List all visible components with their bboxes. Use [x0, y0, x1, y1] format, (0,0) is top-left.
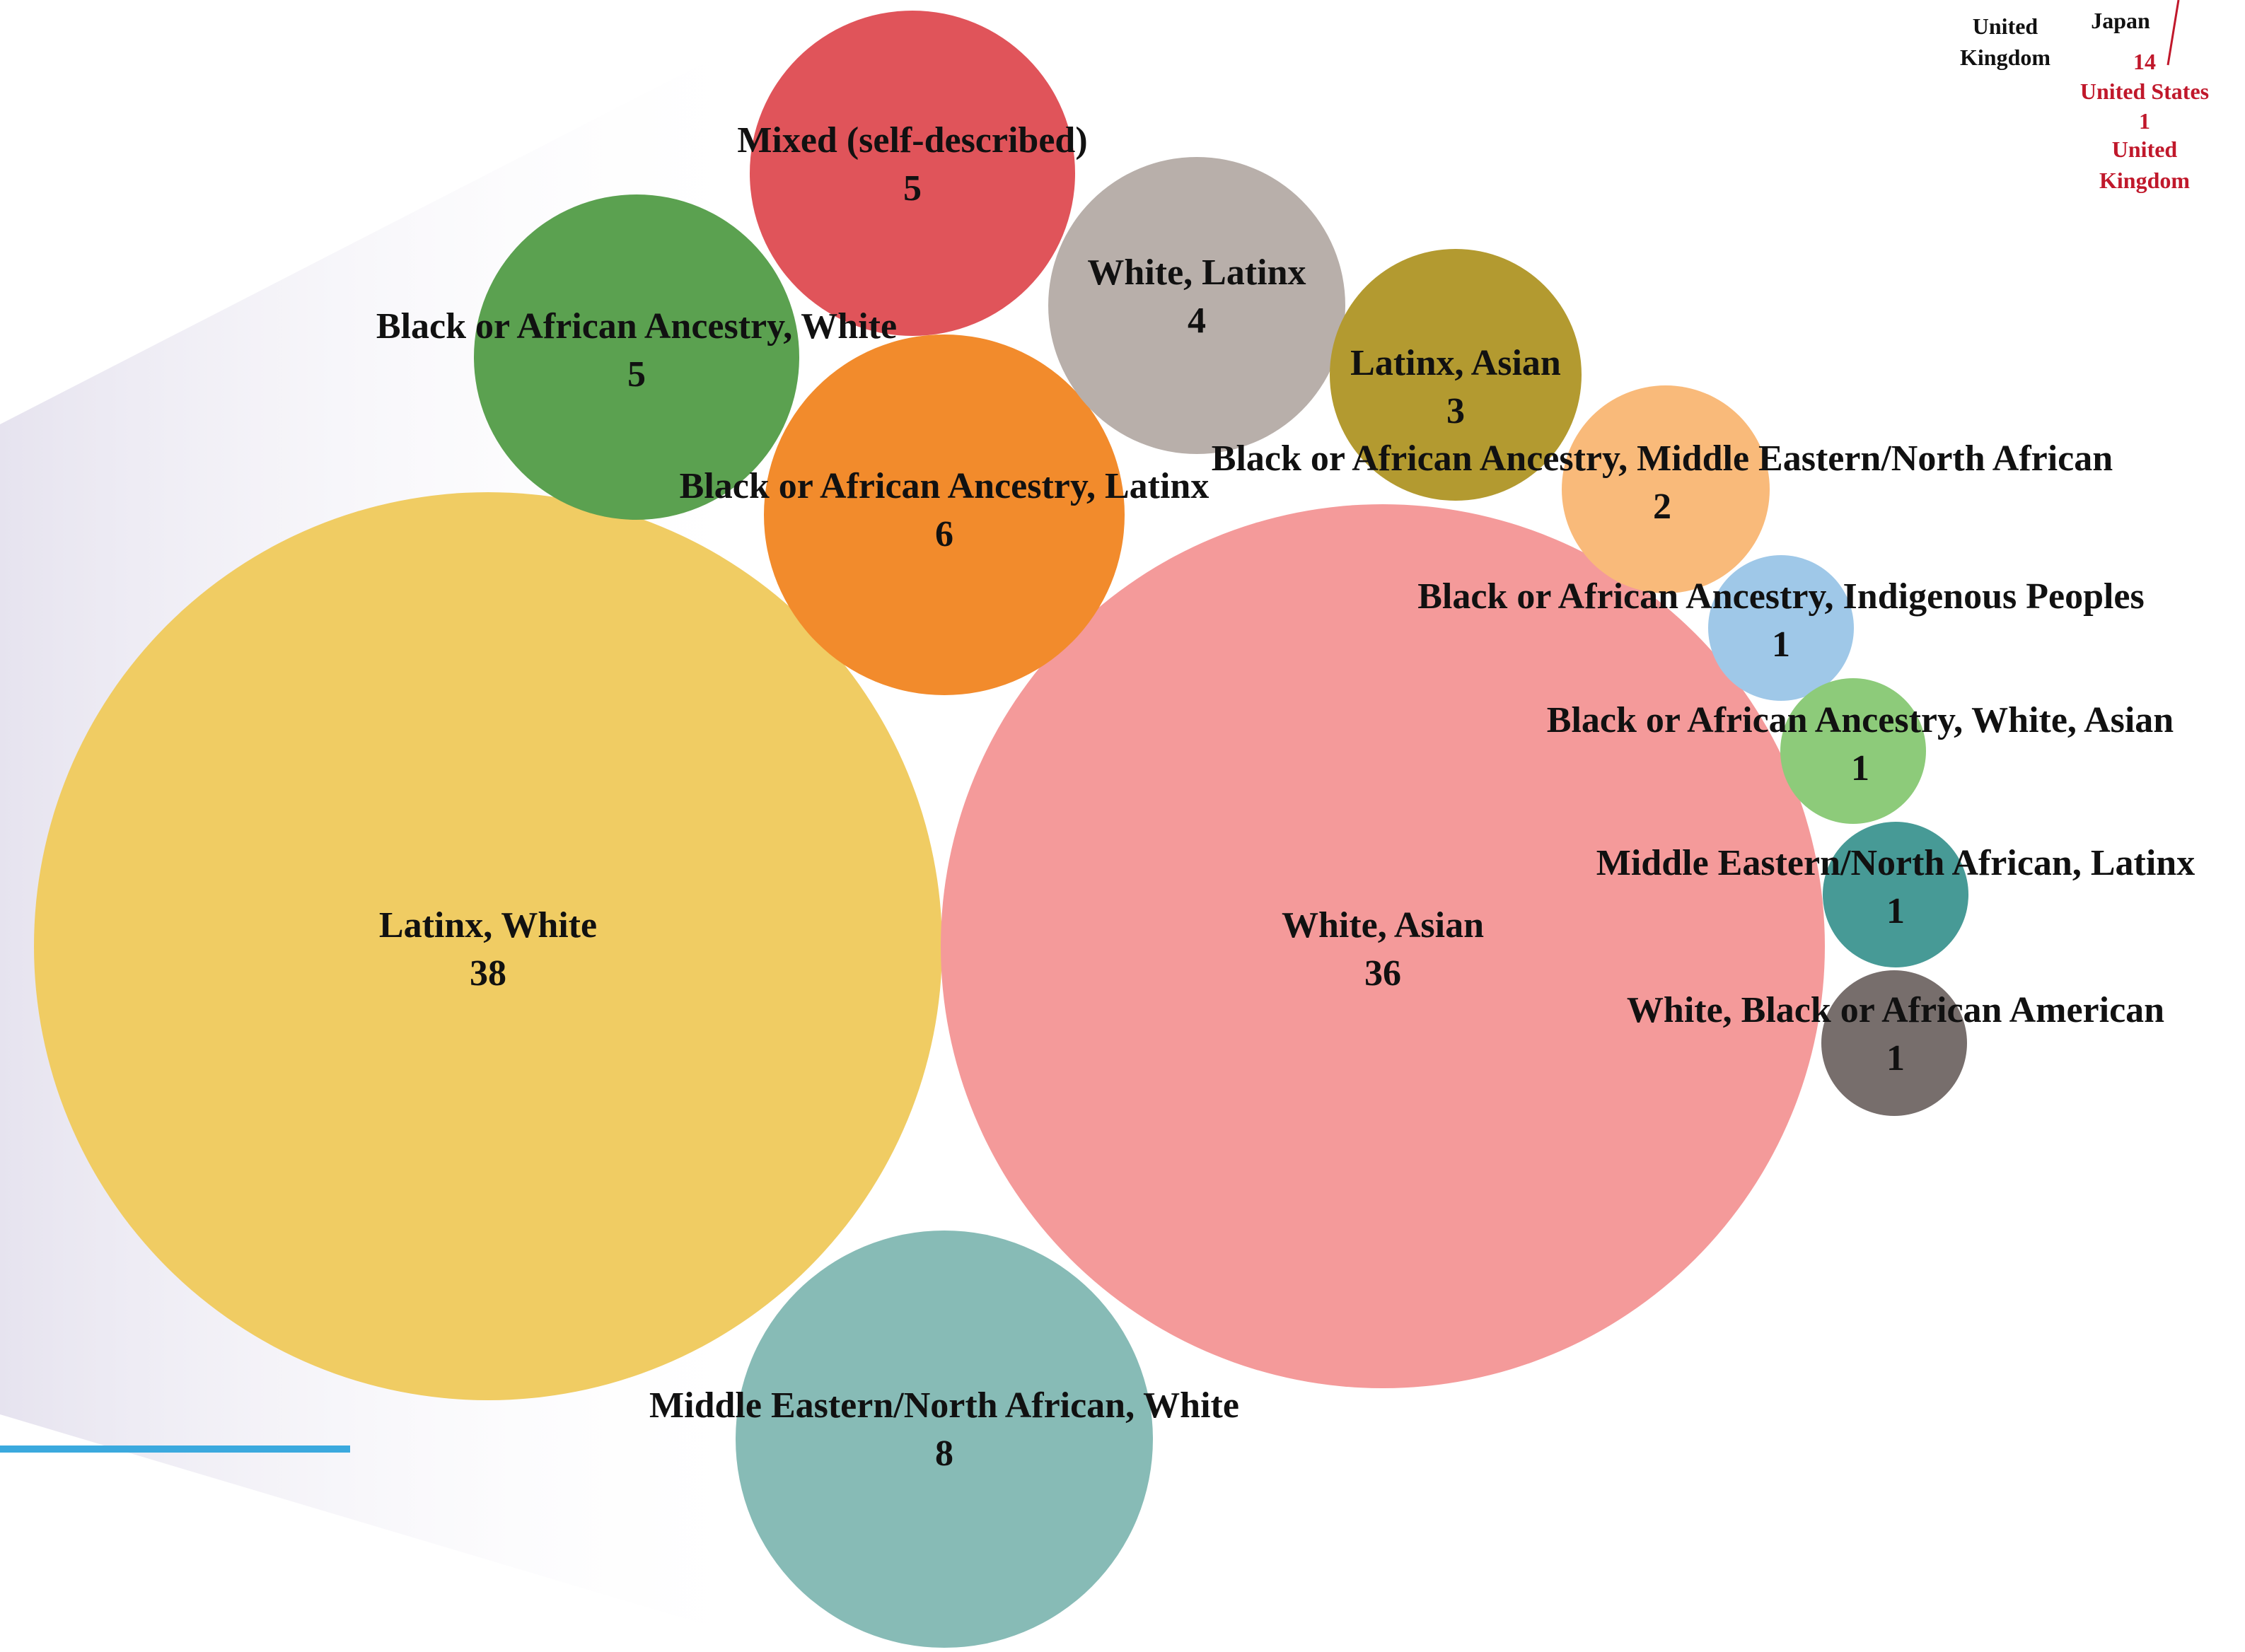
bubble-value-3: 8 — [935, 1433, 953, 1474]
bubble-value-12: 1 — [1886, 891, 1905, 931]
bubble-value-1: 38 — [470, 953, 506, 994]
bubble-value-6: 5 — [627, 354, 646, 395]
bubble-9 — [1562, 385, 1770, 593]
bubble-value-4: 6 — [935, 514, 953, 554]
bubbles-group — [34, 11, 1968, 1648]
bubble-label-12: Middle Eastern/North African, Latinx — [1596, 843, 2195, 883]
corner-red-item-5: Kingdom — [2099, 168, 2190, 193]
bubble-4 — [764, 335, 1125, 695]
bubble-value-5: 5 — [903, 168, 922, 209]
bubble-8 — [1330, 249, 1582, 501]
corner-red-item-3: 1 — [2139, 108, 2150, 134]
bubble-1 — [34, 492, 942, 1400]
bubble-label-8: Latinx, Asian — [1350, 343, 1561, 383]
corner-left-label-line2: Kingdom — [1960, 45, 2050, 70]
bubble-label-3: Middle Eastern/North African, White — [649, 1385, 1239, 1426]
bubble-11 — [1780, 678, 1926, 824]
corner-red-item-2: United States — [2080, 78, 2209, 104]
bubble-label-1: Latinx, White — [379, 905, 597, 946]
bubble-5 — [750, 11, 1075, 336]
bubble-7 — [1048, 157, 1345, 454]
bubble-label-9: Black or African Ancestry, Middle Easter… — [1212, 438, 2113, 479]
corner-legend: United Kingdom Japan 14 United States 1 … — [1960, 0, 2209, 193]
bubble-value-11: 1 — [1851, 748, 1869, 789]
bubble-10 — [1708, 555, 1854, 701]
bubble-value-9: 2 — [1653, 487, 1671, 527]
bubble-2 — [941, 504, 1825, 1388]
bubble-value-7: 4 — [1188, 301, 1206, 341]
bubble-label-10: Black or African Ancestry, Indigenous Pe… — [1417, 576, 2145, 617]
corner-red-item-1: 14 — [2133, 49, 2156, 74]
bubble-label-2: White, Asian — [1282, 905, 1484, 946]
bubble-label-7: White, Latinx — [1087, 252, 1306, 293]
bubble-value-8: 3 — [1446, 391, 1465, 431]
bubble-label-13: White, Black or African American — [1627, 990, 2164, 1030]
bubble-label-6: Black or African Ancestry, White — [376, 306, 897, 347]
bubble-label-4: Black or African Ancestry, Latinx — [680, 466, 1209, 506]
corner-mid-label: Japan — [2091, 8, 2150, 33]
corner-red-item-4: United — [2112, 136, 2178, 162]
corner-connector-line — [2166, 0, 2180, 66]
bubble-3 — [736, 1231, 1153, 1648]
bubble-label-11: Black or African Ancestry, White, Asian — [1547, 700, 2174, 740]
bubble-13 — [1821, 970, 1967, 1116]
bubble-6 — [474, 194, 799, 520]
bubble-value-13: 1 — [1886, 1038, 1905, 1078]
accent-line — [0, 1446, 350, 1453]
bubble-label-5: Mixed (self-described) — [737, 120, 1087, 161]
bubble-12 — [1823, 822, 1968, 967]
corner-left-label-line1: United — [1973, 13, 2038, 39]
bubble-value-10: 1 — [1772, 624, 1790, 665]
bubble-value-2: 36 — [1364, 953, 1401, 994]
